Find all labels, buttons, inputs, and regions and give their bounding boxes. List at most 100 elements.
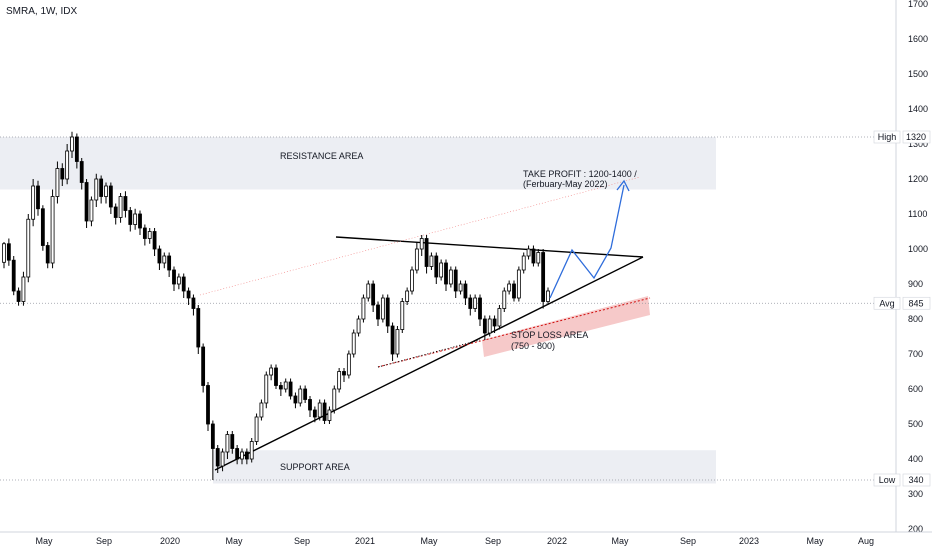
candle-body bbox=[230, 434, 235, 449]
candle bbox=[458, 280, 463, 295]
candle-body bbox=[278, 385, 283, 390]
candle bbox=[225, 431, 230, 459]
take-profit-dotted-line bbox=[199, 176, 641, 296]
price-tick-label: 1500 bbox=[908, 69, 928, 79]
candle bbox=[70, 131, 74, 158]
candle-body bbox=[21, 276, 26, 302]
candle-body bbox=[99, 178, 104, 197]
candle bbox=[390, 322, 395, 361]
marker-value-tag bbox=[902, 130, 931, 144]
candle-body bbox=[463, 283, 468, 299]
candle bbox=[79, 158, 84, 190]
candle bbox=[118, 193, 123, 223]
marker-value-tag bbox=[902, 296, 931, 310]
candle-body bbox=[288, 381, 293, 397]
candle-body bbox=[128, 210, 133, 225]
candle bbox=[521, 252, 526, 274]
candle bbox=[26, 214, 31, 283]
chart-symbol-label: SMRA, 1W, IDX bbox=[6, 6, 78, 17]
candle bbox=[463, 280, 468, 305]
candle-body bbox=[512, 283, 516, 299]
candle-body bbox=[196, 308, 201, 348]
candle bbox=[157, 245, 162, 270]
candle-body bbox=[269, 367, 274, 376]
price-tick-label: 1200 bbox=[908, 174, 928, 184]
candle bbox=[123, 191, 128, 218]
price-tick-label: 1100 bbox=[908, 209, 927, 219]
candle bbox=[249, 438, 254, 463]
candle bbox=[541, 249, 546, 309]
candle bbox=[45, 242, 50, 269]
candle-body bbox=[531, 248, 536, 264]
marker-tag-label: High bbox=[878, 132, 897, 142]
stop-loss-area-label: STOP LOSS AREA bbox=[511, 330, 588, 340]
candle-body bbox=[133, 213, 138, 225]
price-tick-label: 400 bbox=[908, 454, 923, 464]
candle bbox=[94, 173, 99, 207]
candle bbox=[259, 399, 264, 421]
price-tick-label: 700 bbox=[908, 349, 923, 359]
candle-body bbox=[332, 388, 337, 411]
marker-tag bbox=[873, 130, 901, 144]
candle bbox=[230, 431, 235, 454]
candle-body bbox=[434, 255, 439, 278]
candle bbox=[482, 315, 487, 340]
candle-body bbox=[410, 269, 414, 292]
candle bbox=[162, 252, 167, 269]
candle bbox=[108, 182, 113, 214]
candle-body bbox=[526, 248, 531, 257]
candle-body bbox=[448, 269, 453, 285]
resistance-zone bbox=[0, 137, 716, 190]
candle-body bbox=[473, 297, 478, 309]
candle bbox=[84, 179, 89, 228]
candle bbox=[546, 287, 550, 305]
candle-body bbox=[492, 318, 497, 327]
price-tick-label: 500 bbox=[908, 419, 923, 429]
candle-body bbox=[293, 395, 298, 404]
candle-body bbox=[351, 332, 356, 355]
candle bbox=[497, 305, 502, 330]
candle-body bbox=[283, 381, 288, 390]
candle-body bbox=[244, 451, 249, 460]
candle bbox=[434, 252, 439, 284]
candle bbox=[21, 271, 26, 306]
marker-tag bbox=[873, 473, 901, 487]
candle bbox=[186, 287, 191, 305]
candle bbox=[346, 350, 351, 379]
candle bbox=[65, 144, 70, 185]
marker-tag-label: Avg bbox=[879, 298, 894, 308]
projection-arrowhead-icon bbox=[616, 179, 630, 192]
candle-body bbox=[16, 290, 21, 302]
time-tick-label: May bbox=[806, 536, 824, 546]
candle-body bbox=[453, 269, 458, 292]
candle-body bbox=[497, 308, 502, 327]
candle-body bbox=[376, 304, 380, 320]
candle bbox=[327, 406, 332, 424]
candle-body bbox=[390, 325, 395, 355]
candle bbox=[439, 259, 444, 281]
candle bbox=[274, 364, 278, 389]
price-tick-label: 1000 bbox=[908, 244, 928, 254]
candle-body bbox=[94, 178, 99, 201]
candle-body bbox=[312, 409, 317, 418]
candle-body bbox=[507, 283, 512, 292]
candle bbox=[448, 266, 453, 288]
candle bbox=[322, 399, 327, 424]
candle-body bbox=[55, 168, 60, 197]
candle-body bbox=[259, 402, 264, 418]
annotations-layer: RESISTANCE AREA SUPPORT AREA STOP LOSS ARE… bbox=[280, 151, 637, 472]
candles-layer bbox=[2, 131, 550, 480]
candle bbox=[376, 301, 380, 326]
candle-body bbox=[424, 238, 429, 267]
candle-body bbox=[172, 269, 176, 285]
projection-layer bbox=[549, 179, 630, 299]
candle bbox=[312, 406, 317, 423]
candle-body bbox=[303, 388, 308, 400]
candle bbox=[468, 294, 473, 316]
candle-body bbox=[400, 301, 405, 330]
candle bbox=[414, 242, 419, 274]
candle-body bbox=[31, 185, 36, 220]
candle bbox=[113, 203, 118, 225]
marker-value-label: 1320 bbox=[906, 132, 926, 142]
